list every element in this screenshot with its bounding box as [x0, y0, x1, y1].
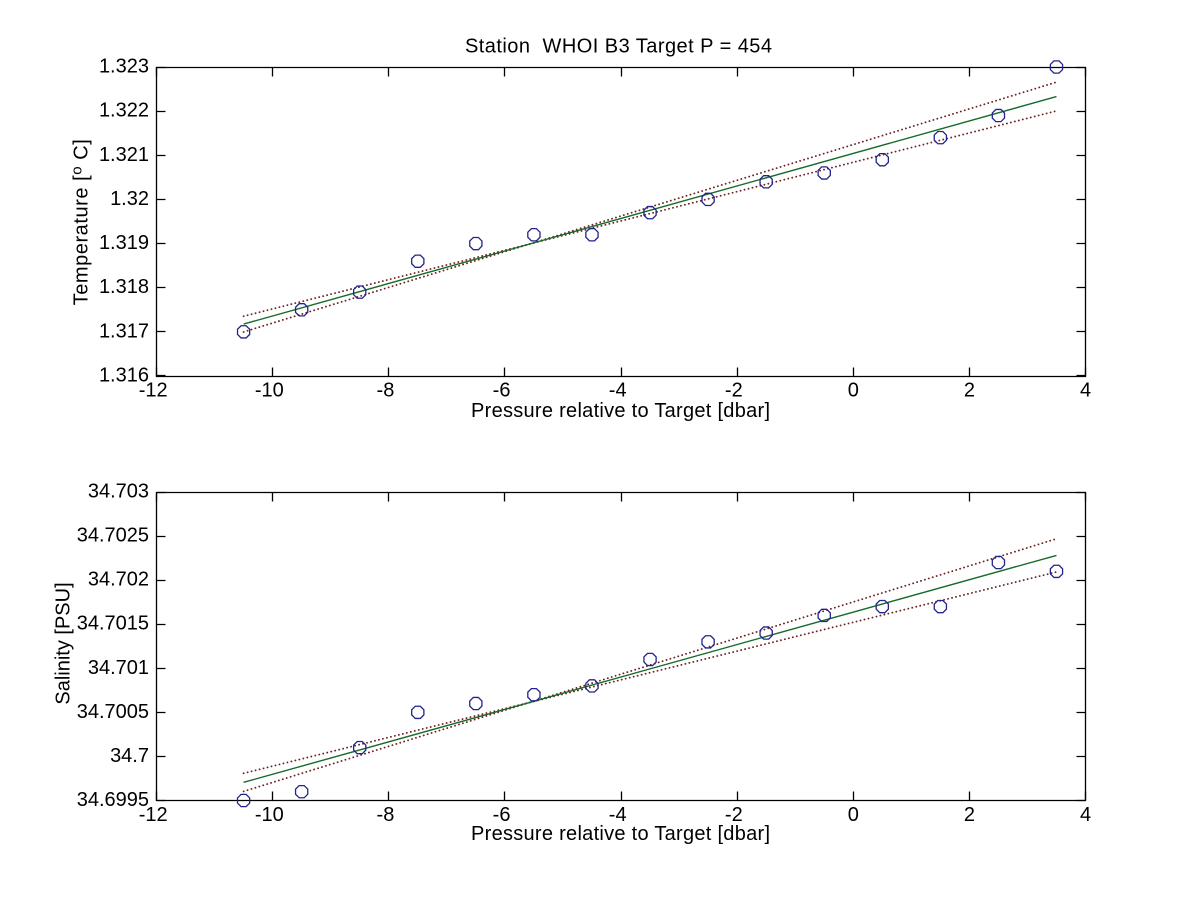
svg-text:34.701: 34.701 — [88, 657, 149, 679]
svg-text:-10: -10 — [255, 380, 284, 402]
svg-text:4: 4 — [1080, 380, 1091, 402]
svg-text:1.318: 1.318 — [99, 276, 149, 298]
svg-text:-6: -6 — [493, 804, 511, 826]
svg-text:0: 0 — [848, 380, 859, 402]
svg-text:2: 2 — [964, 380, 975, 402]
svg-text:1.321: 1.321 — [99, 144, 149, 166]
svg-text:1.316: 1.316 — [99, 365, 149, 387]
svg-text:34.6995: 34.6995 — [77, 789, 149, 811]
svg-text:-10: -10 — [255, 804, 284, 826]
svg-text:-2: -2 — [725, 804, 743, 826]
svg-text:Pressure relative to Target [d: Pressure relative to Target [dbar] — [471, 400, 770, 422]
svg-text:2: 2 — [964, 804, 975, 826]
svg-text:-2: -2 — [725, 380, 743, 402]
svg-text:1.323: 1.323 — [99, 56, 149, 78]
svg-text:34.7025: 34.7025 — [77, 525, 149, 547]
svg-text:Temperature [o C]: Temperature [o C] — [69, 139, 93, 306]
svg-text:1.32: 1.32 — [110, 188, 149, 210]
svg-text:-8: -8 — [377, 804, 395, 826]
svg-text:-8: -8 — [377, 380, 395, 402]
svg-text:0: 0 — [848, 804, 859, 826]
svg-text:34.7015: 34.7015 — [77, 613, 149, 635]
svg-text:Pressure relative to Target [d: Pressure relative to Target [dbar] — [471, 823, 770, 845]
svg-text:Salinity [PSU]: Salinity [PSU] — [53, 582, 75, 704]
svg-text:-4: -4 — [609, 380, 627, 402]
svg-text:-6: -6 — [493, 380, 511, 402]
svg-text:-12: -12 — [139, 804, 168, 826]
svg-text:4: 4 — [1080, 804, 1091, 826]
svg-text:34.7: 34.7 — [110, 745, 149, 767]
svg-text:-12: -12 — [139, 380, 168, 402]
svg-text:Station WHOI B3 Target P = 45: Station WHOI B3 Target P = 454 — [465, 36, 772, 58]
svg-text:1.322: 1.322 — [99, 100, 149, 122]
svg-text:34.703: 34.703 — [88, 481, 149, 503]
svg-text:1.317: 1.317 — [99, 320, 149, 342]
svg-text:34.7005: 34.7005 — [77, 701, 149, 723]
svg-text:1.319: 1.319 — [99, 232, 149, 254]
svg-text:-4: -4 — [609, 804, 627, 826]
svg-text:34.702: 34.702 — [88, 569, 149, 591]
